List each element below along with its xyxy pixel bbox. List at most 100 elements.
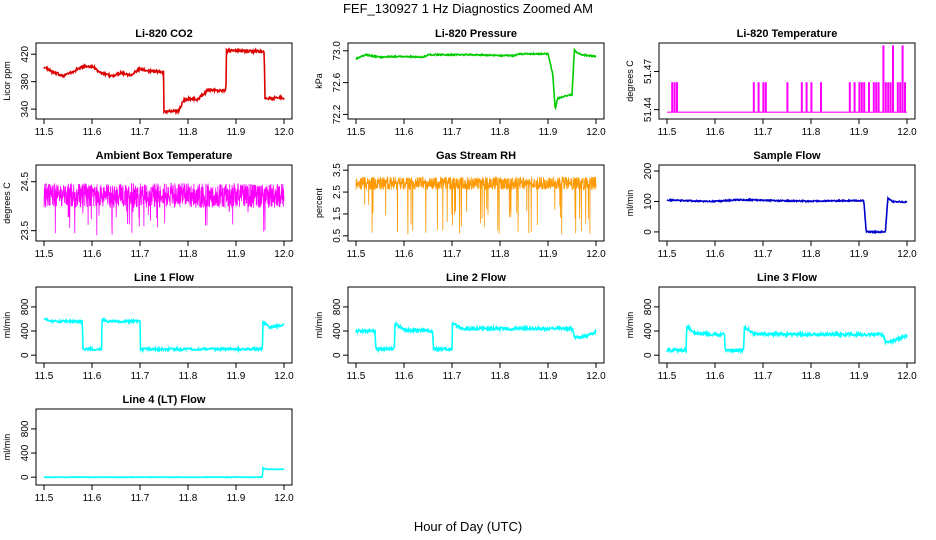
series-line (667, 45, 907, 113)
panels-group: Li-820 CO2 11.5 11.6 11.7 11.8 11.9 12.0 340 380… (2, 28, 917, 504)
x-tick-label: 11.6 (83, 127, 102, 138)
x-tick-label: 11.5 (347, 249, 366, 260)
x-tick-label: 11.9 (539, 371, 558, 382)
x-tick-label: 11.6 (395, 127, 414, 138)
x-tick-label: 11.6 (83, 249, 102, 260)
series-line (43, 182, 285, 236)
x-axis-label: Hour of Day (UTC) (414, 519, 522, 534)
x-tick-label: 11.6 (395, 249, 414, 260)
x-tick-label: 11.6 (706, 371, 725, 382)
plot-frame (347, 286, 605, 364)
y-tick-label: 51.47 (643, 59, 654, 84)
x-tick-label: 11.8 (179, 371, 198, 382)
y-tick-label: 400 (332, 322, 343, 339)
panel-title: Line 4 (LT) Flow (123, 394, 206, 406)
x-tick-label: 11.5 (347, 127, 366, 138)
y-tick-label: 0 (643, 229, 654, 235)
y-axis-label: ml/min (314, 312, 324, 339)
y-axis-label: ml/min (2, 312, 12, 339)
x-tick-label: 12.0 (586, 127, 606, 138)
y-tick-label: 73.0 (332, 41, 343, 61)
x-tick-label: 11.7 (131, 127, 150, 138)
y-tick-label: 800 (643, 298, 654, 315)
x-tick-label: 12.0 (274, 249, 294, 260)
y-tick-label: 0 (20, 474, 31, 480)
y-tick-label: 800 (332, 298, 343, 315)
x-tick-label: 11.7 (131, 493, 150, 504)
y-tick-label: 380 (20, 73, 31, 90)
x-tick-label: 11.5 (35, 493, 54, 504)
y-tick-label: 0 (20, 352, 31, 358)
x-tick-label: 12.0 (274, 493, 294, 504)
y-tick-label: 400 (20, 444, 31, 461)
x-tick-label: 12.0 (274, 127, 294, 138)
y-tick-label: 23.5 (20, 220, 31, 240)
x-tick-label: 11.9 (850, 371, 869, 382)
x-tick-label: 11.6 (83, 371, 102, 382)
y-axis-label: degrees C (2, 182, 12, 224)
panel-4: Gas Stream RH 11.5 11.6 11.7 11.8 11.9 12.0 0.5… (314, 150, 606, 260)
x-tick-label: 11.8 (179, 493, 198, 504)
x-tick-label: 11.6 (706, 249, 725, 260)
x-tick-label: 11.7 (443, 371, 462, 382)
x-tick-label: 11.5 (658, 371, 677, 382)
x-tick-label: 12.0 (897, 371, 917, 382)
y-tick-label: 0 (332, 352, 343, 358)
y-tick-label: 51.44 (643, 97, 654, 122)
x-tick-label: 11.7 (131, 371, 150, 382)
y-tick-label: 420 (20, 45, 31, 62)
x-tick-label: 11.7 (754, 371, 773, 382)
x-tick-label: 11.7 (754, 127, 773, 138)
panel-5: Sample Flow 11.5 11.6 11.7 11.8 11.9 12.0 0 100 2… (625, 150, 917, 260)
x-tick-label: 11.7 (443, 127, 462, 138)
panel-9: Line 4 (LT) Flow 11.5 11.6 11.7 11.8 11.9 12.0… (2, 394, 294, 504)
x-tick-label: 12.0 (897, 249, 917, 260)
y-tick-label: 2.5 (332, 185, 343, 199)
y-tick-label: 400 (20, 322, 31, 339)
y-axis-label: ml/min (2, 434, 12, 461)
x-tick-label: 11.8 (491, 249, 510, 260)
x-tick-label: 11.8 (179, 249, 198, 260)
y-tick-label: 340 (20, 100, 31, 117)
y-tick-label: 0 (643, 352, 654, 358)
y-axis-label: ml/min (625, 190, 635, 217)
x-tick-label: 11.5 (35, 371, 54, 382)
series-line (43, 466, 285, 479)
panel-7: Line 2 Flow 11.5 11.6 11.7 11.8 11.9 12.0 0 400 8… (314, 272, 606, 382)
panel-8: Line 3 Flow 11.5 11.6 11.7 11.8 11.9 12.0 0 400 8… (625, 272, 917, 382)
x-tick-label: 11.9 (539, 249, 558, 260)
plot-frame (658, 164, 916, 242)
plot-frame (35, 164, 293, 242)
series-line (43, 46, 285, 116)
y-tick-label: 100 (643, 193, 654, 210)
x-tick-label: 11.6 (395, 371, 414, 382)
plot-frame (658, 42, 916, 120)
series-line (43, 316, 285, 354)
y-tick-label: 24.5 (20, 172, 31, 192)
y-tick-label: 200 (643, 162, 654, 179)
plot-frame (35, 286, 293, 364)
x-tick-label: 11.9 (227, 127, 246, 138)
x-tick-label: 12.0 (274, 371, 294, 382)
plot-frame (35, 408, 293, 486)
x-tick-label: 11.7 (754, 249, 773, 260)
series-line (355, 320, 597, 354)
x-tick-label: 11.9 (850, 249, 869, 260)
panel-title: Li-820 Pressure (435, 28, 517, 40)
x-tick-label: 11.6 (83, 493, 102, 504)
x-tick-label: 11.8 (802, 249, 821, 260)
x-tick-label: 12.0 (586, 371, 606, 382)
y-tick-label: 72.6 (332, 72, 343, 92)
series-line (355, 176, 597, 235)
y-tick-label: 1.5 (332, 207, 343, 221)
x-tick-label: 11.7 (443, 249, 462, 260)
x-tick-label: 11.9 (227, 493, 246, 504)
x-tick-label: 11.5 (347, 371, 366, 382)
panel-6: Line 1 Flow 11.5 11.6 11.7 11.8 11.9 12.0 0 400 8… (2, 272, 294, 382)
plot-frame (35, 42, 293, 120)
y-axis-label: Licor ppm (2, 61, 12, 101)
x-tick-label: 11.8 (802, 371, 821, 382)
x-tick-label: 11.5 (35, 127, 54, 138)
panel-title: Line 2 Flow (446, 272, 506, 284)
